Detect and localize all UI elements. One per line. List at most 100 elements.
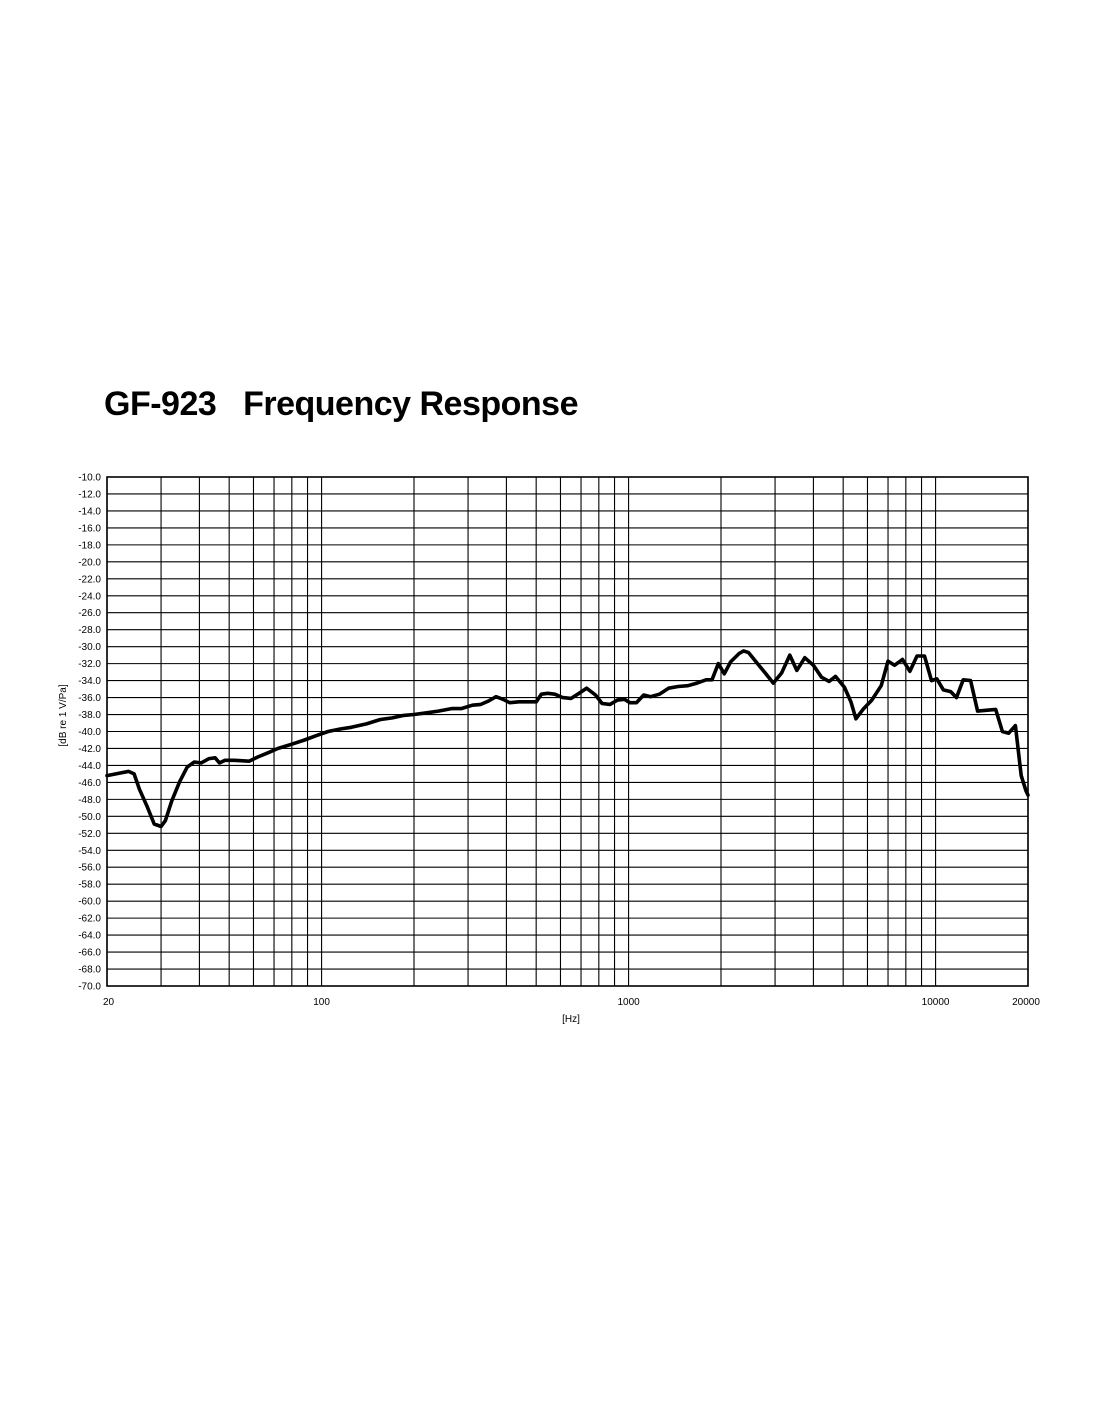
data-point: [214, 757, 216, 759]
data-point: [893, 664, 896, 666]
data-point: [518, 701, 520, 703]
data-point: [315, 735, 317, 737]
data-point: [413, 713, 415, 716]
data-point: [495, 696, 497, 698]
data-point: [950, 691, 952, 693]
data-point: [327, 730, 329, 733]
data-point: [164, 820, 166, 822]
data-point: [291, 743, 293, 745]
data-point: [970, 680, 972, 682]
data-point: [509, 702, 511, 704]
data-point: [717, 663, 719, 665]
data-point: [586, 687, 588, 689]
data-point: [601, 702, 603, 705]
data-point: [1020, 775, 1022, 777]
y-tick-label: -48.0: [78, 795, 101, 806]
y-tick-label: -66.0: [78, 948, 101, 959]
y-tick-label: -24.0: [78, 591, 101, 602]
data-point: [277, 747, 279, 750]
data-point: [133, 773, 135, 775]
data-point: [687, 685, 689, 687]
y-tick-label: -22.0: [78, 574, 101, 585]
data-point: [723, 673, 725, 675]
x-axis-ticks: 20 100 1000 10000 20000: [103, 997, 1040, 1008]
data-point: [303, 739, 306, 741]
data-point: [696, 682, 698, 684]
data-point: [535, 701, 537, 703]
y-tick-label: -70.0: [78, 982, 101, 993]
data-point: [820, 676, 823, 678]
data-point: [880, 685, 882, 687]
data-point: [540, 693, 543, 695]
y-tick-label: -38.0: [78, 710, 101, 721]
data-point: [796, 669, 798, 672]
series-line: [105, 649, 1030, 829]
data-point: [257, 756, 259, 758]
data-point: [962, 679, 964, 681]
data-point: [887, 660, 889, 662]
data-point: [995, 708, 997, 711]
x-tick-label: 20: [103, 997, 115, 1008]
data-point: [527, 701, 529, 703]
data-point: [756, 663, 759, 665]
data-point: [623, 698, 626, 700]
x-tick-label: 10000: [922, 997, 950, 1008]
data-point: [339, 728, 341, 730]
data-point: [730, 661, 732, 663]
data-point: [379, 719, 381, 721]
data-point: [743, 650, 745, 652]
data-point: [609, 703, 611, 706]
data-point: [658, 693, 661, 695]
data-point: [748, 652, 750, 654]
y-axis-label: [dB re 1 V/Pa]: [58, 684, 69, 746]
y-tick-label: -42.0: [78, 744, 101, 755]
data-point: [248, 760, 250, 762]
data-point: [350, 726, 352, 728]
y-axis-ticks: -10.0 -12.0 -14.0 -16.0 -18.0 -20.0 -22.0 -24.0…: [78, 473, 101, 993]
data-point: [977, 710, 979, 712]
y-tick-label: -14.0: [78, 506, 101, 517]
data-point: [208, 758, 210, 760]
data-point: [635, 702, 638, 704]
data-point: [138, 788, 140, 790]
data-point: [1014, 725, 1017, 727]
data-point: [179, 781, 181, 783]
data-point: [668, 687, 670, 689]
y-tick-label: -46.0: [78, 778, 101, 789]
y-tick-label: -54.0: [78, 846, 101, 857]
data-point: [1025, 790, 1027, 792]
data-point: [855, 718, 857, 720]
y-tick-label: -32.0: [78, 659, 101, 670]
data-point: [488, 700, 490, 702]
y-tick-label: -30.0: [78, 642, 101, 653]
data-point: [218, 762, 221, 764]
data-point: [570, 697, 572, 700]
y-tick-label: -28.0: [78, 625, 101, 636]
data-point: [146, 805, 148, 807]
data-point: [403, 714, 405, 717]
data-point: [193, 761, 195, 763]
data-point: [909, 670, 911, 672]
data-point: [578, 692, 580, 694]
data-point: [930, 680, 933, 682]
y-tick-label: -56.0: [78, 863, 101, 874]
data-point: [616, 699, 619, 701]
data-point: [812, 664, 815, 666]
data-point: [772, 682, 774, 684]
data-point: [650, 696, 652, 698]
data-point: [711, 679, 713, 681]
data-point: [391, 717, 393, 719]
x-tick-label: 100: [313, 997, 330, 1008]
y-tick-label: -68.0: [78, 965, 101, 976]
data-point: [781, 672, 783, 674]
data-point: [365, 723, 367, 725]
data-point: [153, 823, 155, 825]
chart-grid: [106, 476, 1029, 987]
y-tick-label: -34.0: [78, 676, 101, 687]
data-point: [1008, 732, 1010, 734]
data-point: [160, 825, 162, 828]
data-point: [629, 702, 631, 704]
data-point: [224, 759, 226, 761]
data-point: [547, 692, 549, 694]
